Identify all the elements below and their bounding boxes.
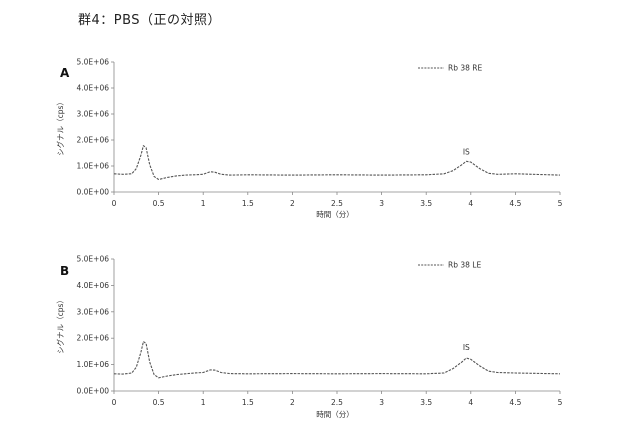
y-tick-label: 2.0E+06 (77, 334, 110, 343)
legend-label: Rb 38 RE (448, 64, 482, 73)
x-tick-label: 5 (558, 398, 563, 407)
chart-panel-b: B 0.0E+00 1.0E+06 2.0E+06 3.0E+06 4.0E+06 5.0E… (55, 255, 563, 420)
x-tick-label: 4 (468, 398, 473, 407)
x-tick-label: 0 (112, 199, 117, 208)
x-tick-label: 4.5 (509, 199, 521, 208)
series-line (114, 146, 560, 180)
x-tick-label: 0 (112, 398, 117, 407)
y-tick-label: 3.0E+06 (77, 307, 110, 316)
y-tick-label: 3.0E+06 (77, 110, 110, 119)
x-tick-label: 1.5 (242, 398, 254, 407)
series-line (114, 342, 560, 378)
x-tick-label: 2 (290, 199, 295, 208)
panel-label: B (60, 264, 69, 278)
x-tick-label: 1 (201, 398, 206, 407)
x-tick-label: 2.5 (331, 398, 343, 407)
y-tick-label: 1.0E+06 (77, 360, 110, 369)
x-tick-label: 4.5 (509, 398, 521, 407)
x-tick-label: 3.5 (420, 199, 432, 208)
y-tick-label: 1.0E+06 (77, 162, 110, 171)
x-tick-label: 4 (468, 199, 473, 208)
x-tick-label: 3 (379, 199, 384, 208)
x-tick-label: 2 (290, 398, 295, 407)
x-tick-label: 2.5 (331, 199, 343, 208)
x-axis-title: 時間（分） (316, 410, 354, 419)
y-tick-label: 0.0E+00 (77, 387, 110, 396)
x-axis-title: 時間（分） (316, 210, 354, 219)
y-tick-label: 0.0E+00 (77, 188, 110, 197)
y-tick-label: 5.0E+06 (77, 58, 110, 67)
y-tick-label: 2.0E+06 (77, 136, 110, 145)
panel-label: A (60, 66, 70, 80)
x-tick-label: 0.5 (153, 199, 165, 208)
chart-panel-a: A 0.0E+00 1.0E+06 2.0E+06 3.0E+06 4.0E+06 5.0E… (55, 58, 563, 220)
y-axis-title: シグナル（cps） (55, 296, 65, 354)
y-axis-title: シグナル（cps） (55, 98, 65, 156)
x-tick-label: 5 (558, 199, 563, 208)
x-tick-label: 3.5 (420, 398, 432, 407)
x-tick-label: 3 (379, 398, 384, 407)
y-tick-label: 4.0E+06 (77, 84, 110, 93)
x-tick-label: 1 (201, 199, 206, 208)
y-tick-label: 4.0E+06 (77, 281, 110, 290)
x-tick-label: 1.5 (242, 199, 254, 208)
legend-label: Rb 38 LE (448, 261, 481, 270)
x-tick-label: 0.5 (153, 398, 165, 407)
peak-annotation: IS (463, 147, 470, 156)
peak-annotation: IS (463, 343, 470, 352)
y-tick-label: 5.0E+06 (77, 255, 110, 264)
